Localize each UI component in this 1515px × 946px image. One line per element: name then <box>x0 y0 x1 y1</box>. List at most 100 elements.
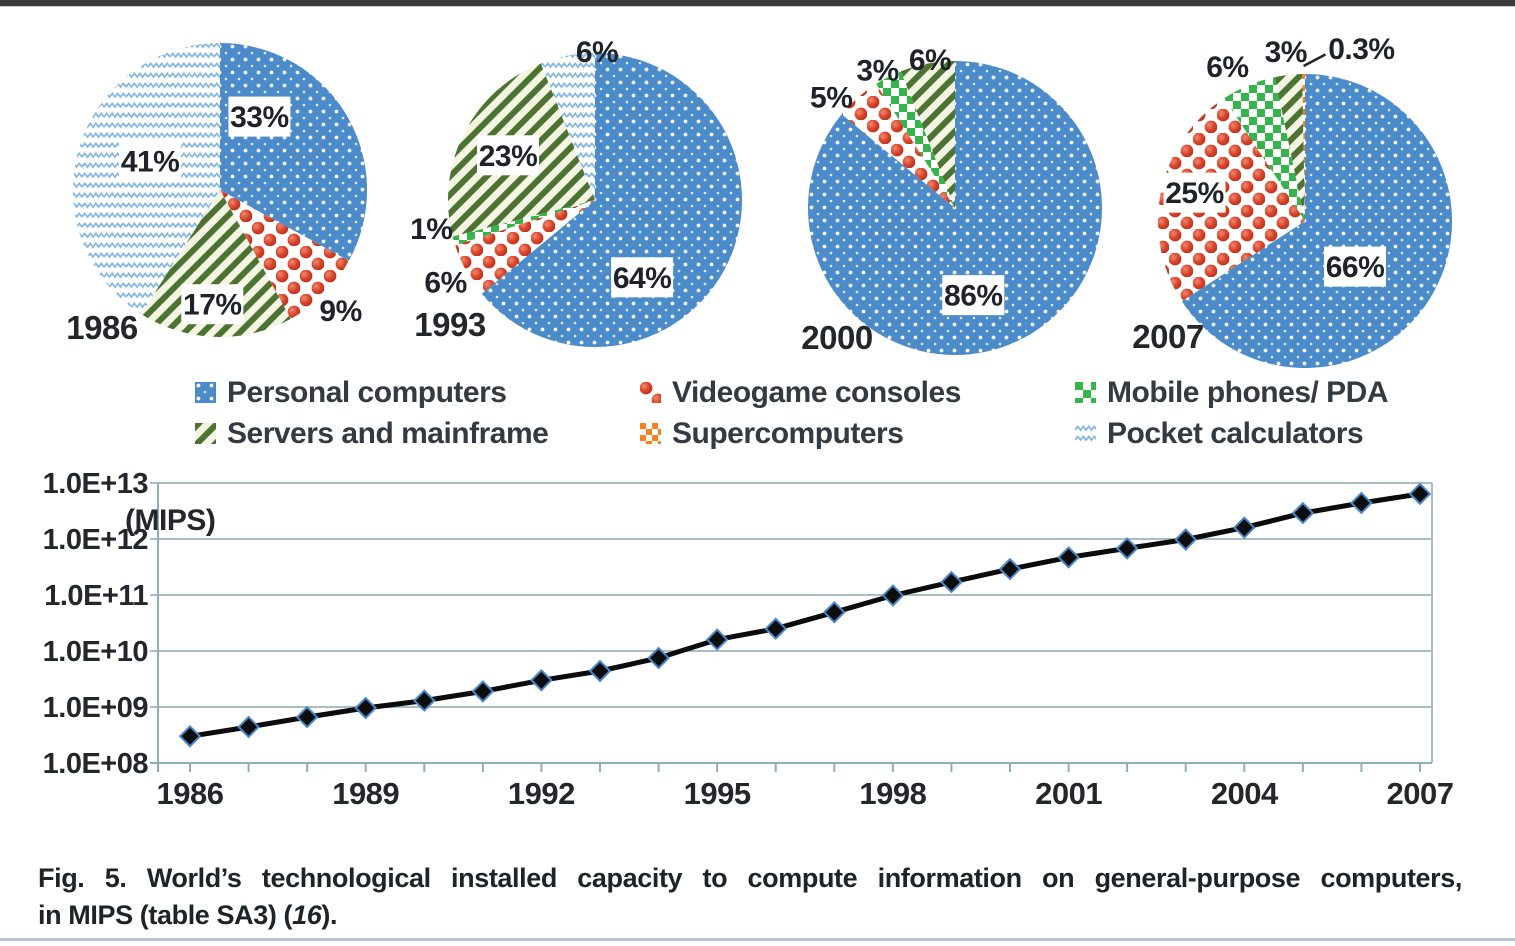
data-point-diamond <box>412 689 436 712</box>
caption-reference: 16 <box>292 900 322 930</box>
line-chart: 1.0E+13 1.0E+12 1.0E+11 1.0E+10 1.0E+09 1.0E+… <box>0 460 1515 811</box>
data-line <box>187 491 1423 739</box>
orange-checker-swatch-icon <box>640 423 661 444</box>
pie-slice-2007-servers_mainframe <box>1274 74 1305 221</box>
y-axis-tick-label: 1.0E+12 <box>43 524 148 556</box>
legend-label: Videogame consoles <box>672 375 961 409</box>
legend-item-videogame-consoles: Videogame consoles <box>640 372 1075 413</box>
pie-percent-label: 6% <box>424 267 466 300</box>
legend-label: Servers and mainframe <box>227 416 549 450</box>
bottom-divider-rule <box>0 938 1515 941</box>
pie-slice-1986-videogame_consoles <box>220 190 349 319</box>
legend-item-mobile-phones: Mobile phones/ PDA <box>1075 372 1389 413</box>
data-point-diamond <box>588 659 612 683</box>
legend-item-servers-mainframe: Servers and mainframe <box>195 413 640 454</box>
pie-percent-label: 1% <box>410 213 452 246</box>
y-axis-tick-label: 1.0E+11 <box>44 580 148 612</box>
legend-item-supercomputers: Supercomputers <box>640 413 1075 454</box>
pie-label-box <box>477 135 539 176</box>
blue-dots-swatch-icon <box>195 382 216 403</box>
pie-canvas-1993: 64% 6% 1% 23% 6% <box>410 36 742 347</box>
pie-label-box <box>942 275 1005 316</box>
data-point-diamond <box>647 646 670 670</box>
pie-label-box <box>1324 246 1386 287</box>
pie-slice-1986-servers_mainframe <box>141 190 291 338</box>
blue-waves-swatch-icon <box>1075 423 1096 444</box>
pie-percent-label: 33% <box>230 101 289 134</box>
pie-canvas-1986: 33% 9% 17% 41% <box>72 42 368 338</box>
legend: Personal computers Servers and mainframe… <box>195 372 1389 454</box>
figure-number: Fig. 5. <box>38 863 127 893</box>
caption-text: World’s technological installed capacity… <box>146 863 1463 893</box>
data-point-diamond <box>764 617 788 641</box>
legend-label: Pocket calculators <box>1107 416 1364 450</box>
data-point-diamond <box>354 696 378 720</box>
legend-label: Personal computers <box>227 375 507 409</box>
pie-label-box <box>228 96 291 137</box>
pie-percent-label: 0.3% <box>1328 33 1394 66</box>
data-point-diamond <box>1232 516 1256 539</box>
pie-label-box <box>611 257 674 298</box>
pie-percent-label: 5% <box>810 82 852 115</box>
pie-percent-label: 41% <box>121 146 180 179</box>
pie-percent-label: 6% <box>576 36 618 69</box>
pie-label-box <box>1163 172 1226 213</box>
pie-percent-label: 86% <box>944 280 1003 313</box>
top-divider-shadow <box>0 6 1515 7</box>
pie-chart-1986: 33% 9% 17% 41% 1986 <box>60 30 380 350</box>
pie-label-leader-line <box>1303 53 1326 68</box>
pie-year-label: 1993 <box>414 306 486 343</box>
x-axis-tick-label: 1995 <box>684 776 751 811</box>
pie-canvas-2007: 66% 25% 6% 3% 0.3% <box>1157 33 1452 368</box>
green-checker-swatch-icon <box>1075 382 1096 403</box>
pie-percent-label: 6% <box>1206 51 1248 84</box>
x-axis-tick-label: 1992 <box>508 776 575 811</box>
pie-slice-1993-mobile_phones <box>452 200 595 246</box>
legend-label: Mobile phones/ PDA <box>1107 375 1389 409</box>
y-axis-unit-label: (MIPS) <box>125 504 215 537</box>
pie-slice-2000-videogame_consoles <box>841 83 955 208</box>
x-axis-tick-label: 1989 <box>332 776 399 811</box>
caption-text: in MIPS (table SA3) ( <box>38 900 293 930</box>
data-point-diamond <box>237 715 260 739</box>
top-divider-bar <box>0 0 1515 6</box>
pie-percent-label: 64% <box>613 262 672 295</box>
x-axis-tick-label: 1986 <box>157 776 224 811</box>
x-axis-tick-label: 1998 <box>859 776 926 811</box>
figure-caption: Fig. 5. World’s technological installed … <box>38 860 1462 932</box>
y-axis-tick-label: 1.0E+10 <box>43 636 148 668</box>
y-axis-tick-label: 1.0E+09 <box>43 692 149 724</box>
red-balls-swatch-icon <box>640 382 661 403</box>
pie-charts-row: 33% 9% 17% 41% 1986 64% 6% 1% 23% 6% 1993 86% 5%… <box>0 0 1515 370</box>
pie-slice-2007-personal_computers <box>1181 74 1452 368</box>
pie-percent-label: 3% <box>1265 36 1307 69</box>
pie-slice-2000-mobile_phones <box>876 71 955 208</box>
pie-percent-label: 23% <box>479 140 538 173</box>
caption-line-1: Fig. 5. World’s technological installed … <box>38 860 1462 896</box>
data-point-diamond <box>530 668 553 692</box>
data-point-diamond <box>1057 546 1080 569</box>
pie-slice-2000-personal_computers <box>807 61 1102 355</box>
data-point-diamond <box>822 600 846 624</box>
y-axis-tick-label: 1.0E+08 <box>43 748 149 780</box>
data-point-diamond <box>940 570 963 594</box>
pie-year-label: 2007 <box>1132 318 1204 355</box>
pie-percent-label: 3% <box>856 55 898 88</box>
pie-percent-label: 25% <box>1165 177 1224 210</box>
data-point-diamond <box>1174 528 1198 551</box>
pie-slice-2000-servers_mainframe <box>900 61 955 208</box>
legend-item-pocket-calculators: Pocket calculators <box>1075 413 1388 454</box>
pie-canvas-2000: 86% 5%3% 6% <box>807 44 1102 355</box>
caption-line-2: in MIPS (table SA3) (16). <box>38 898 1462 932</box>
x-axis-tick-label: 2001 <box>1035 776 1102 811</box>
data-point-diamond <box>1115 537 1139 560</box>
pie-label-box <box>119 141 182 182</box>
data-point-diamond <box>178 724 202 748</box>
pie-chart-2007: 66% 25% 6% 3% 0.3% 2007 <box>1132 33 1465 381</box>
data-point-diamond <box>705 628 729 651</box>
data-point-diamond <box>998 557 1022 581</box>
green-stripes-swatch-icon <box>195 423 216 444</box>
data-point-diamond <box>1350 491 1373 515</box>
data-point-diamond <box>1408 482 1432 506</box>
